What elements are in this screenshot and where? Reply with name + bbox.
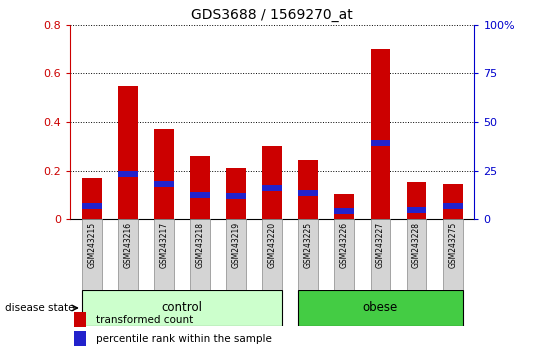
Bar (74, 331, 86, 346)
Bar (154, 219, 174, 290)
Text: GSM243228: GSM243228 (412, 222, 421, 268)
Bar (443, 184, 462, 219)
Bar (82, 219, 102, 290)
Bar (154, 130, 174, 219)
Bar (406, 182, 426, 219)
Bar (299, 190, 318, 196)
Bar (335, 208, 354, 214)
Bar (406, 207, 426, 213)
Text: obese: obese (363, 302, 398, 314)
Text: GSM243275: GSM243275 (448, 222, 457, 268)
Bar (370, 219, 390, 290)
Bar (226, 219, 246, 290)
Bar (335, 219, 354, 290)
Bar (154, 181, 174, 187)
Text: GSM243216: GSM243216 (123, 222, 132, 268)
Bar (443, 203, 462, 209)
Bar (226, 169, 246, 219)
Bar (226, 193, 246, 199)
Title: GDS3688 / 1569270_at: GDS3688 / 1569270_at (191, 8, 353, 22)
Text: GSM243215: GSM243215 (87, 222, 96, 268)
Bar (190, 219, 210, 290)
Text: GSM243217: GSM243217 (160, 222, 168, 268)
Text: GSM243226: GSM243226 (340, 222, 349, 268)
Bar (262, 147, 282, 219)
Bar (406, 219, 426, 290)
Bar (118, 219, 138, 290)
Bar (82, 290, 282, 326)
Bar (262, 185, 282, 191)
Text: transformed count: transformed count (96, 315, 194, 325)
Bar (262, 219, 282, 290)
Text: GSM243220: GSM243220 (268, 222, 277, 268)
Bar (370, 49, 390, 219)
Text: GSM243218: GSM243218 (196, 222, 204, 268)
Bar (74, 312, 86, 327)
Text: GSM243227: GSM243227 (376, 222, 385, 268)
Bar (335, 194, 354, 219)
Text: control: control (162, 302, 203, 314)
Text: disease state: disease state (5, 303, 75, 313)
Bar (118, 86, 138, 219)
Bar (118, 171, 138, 177)
Text: GSM243225: GSM243225 (304, 222, 313, 268)
Text: percentile rank within the sample: percentile rank within the sample (96, 334, 272, 344)
Bar (82, 178, 102, 219)
Bar (370, 140, 390, 146)
Bar (443, 219, 462, 290)
Bar (190, 192, 210, 198)
Bar (82, 203, 102, 209)
Bar (299, 290, 462, 326)
Text: GSM243219: GSM243219 (232, 222, 240, 268)
Bar (299, 160, 318, 219)
Bar (190, 156, 210, 219)
Bar (299, 219, 318, 290)
